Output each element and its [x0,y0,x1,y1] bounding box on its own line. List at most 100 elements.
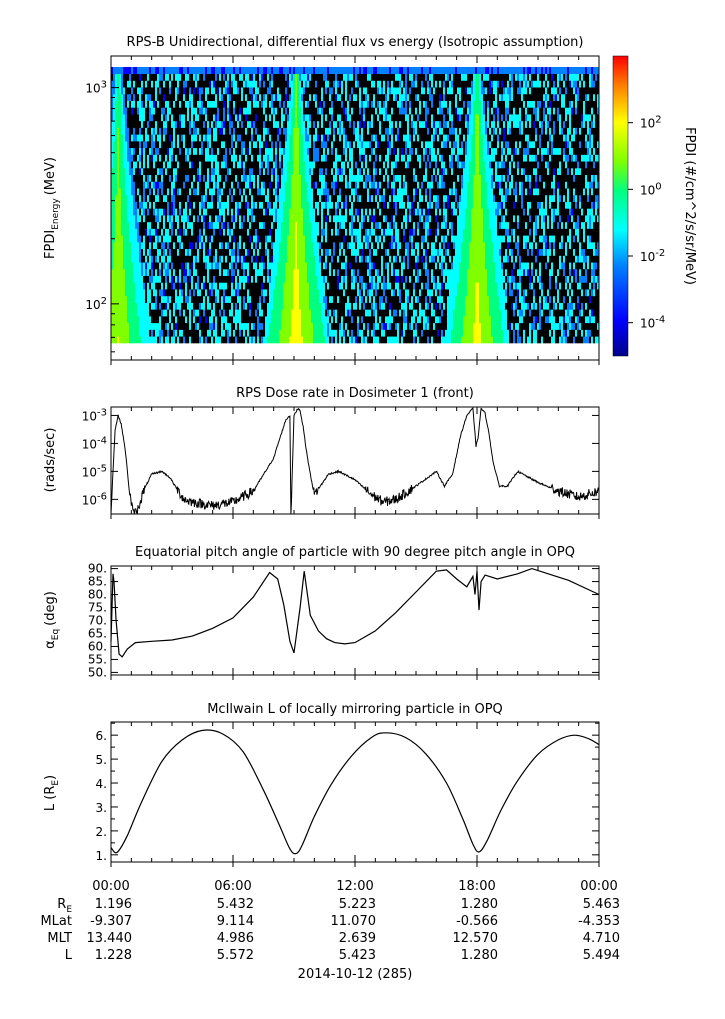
spectrogram-cell [433,221,436,229]
spectrogram-cell [219,309,222,317]
spectrogram-cell [375,295,378,303]
spectrogram-cell [203,322,206,330]
spectrogram-cell [281,201,284,209]
spectrogram-cell [151,316,154,324]
spectrogram-cell [427,275,430,283]
spectrogram-cell [337,262,340,270]
spectrogram-cell [167,329,170,337]
spectrogram-cell [233,302,236,310]
spectrogram-cell [187,275,190,283]
spectrogram-cell [319,262,322,270]
spectrogram-cell [169,268,172,276]
spectrogram-cell [431,316,434,324]
spectrogram-cell [215,248,218,256]
spectrogram-cell [183,242,186,250]
spectrogram-cell [307,248,310,256]
spectrogram-cell [269,221,272,229]
spectrogram-cell [475,228,478,236]
spectrogram-cell [273,248,276,256]
spectrogram-cell [315,322,318,330]
spectrogram-cell [445,316,448,324]
spectrogram-cell [397,289,400,297]
spectrogram-cell [571,289,574,297]
spectrogram-cell [505,295,508,303]
spectrogram-cell [485,268,488,276]
spectrogram-cell [207,268,210,276]
spectrogram-cell [387,242,390,250]
spectrogram-cell [423,242,426,250]
spectrogram-cell [287,255,290,263]
spectrogram-cell [315,289,318,297]
spectrogram-cell [197,215,200,223]
spectrogram-cell [561,282,564,290]
spectrogram-cell [285,228,288,236]
spectrogram-cell [211,208,214,216]
spectrogram-cell [349,208,352,216]
spectrogram-cell [285,235,288,243]
spectrogram-cell [541,282,544,290]
spectrogram-cell [455,275,458,283]
spectrogram-cell [273,228,276,236]
spectrogram-cell [227,322,230,330]
spectrogram-cell [521,268,524,276]
spectrogram-cell [551,248,554,256]
spectrogram-cell [591,228,594,236]
spectrogram-cell [277,289,280,297]
spectrogram-cell [373,242,376,250]
spectrogram-cell [267,329,270,337]
spectrogram-cell [115,235,118,243]
spectrogram-cell [307,228,310,236]
spectrogram-cell [153,275,156,283]
spectrogram-cell [461,336,464,344]
spectrogram-cell [281,322,284,330]
spectrogram-cell [199,255,202,263]
spectrogram-cell [273,275,276,283]
spectrogram-cell [143,316,146,324]
spectrogram-cell [413,302,416,310]
spectrogram-cell [471,309,474,317]
spectrogram-cell [481,228,484,236]
spectrogram-cell [243,268,246,276]
spectrogram-cell [129,268,132,276]
spectrogram-cell [397,215,400,223]
spectrogram-cell [271,329,274,337]
spectrogram-cell [373,322,376,330]
spectrogram-cell [281,248,284,256]
spectrogram-cell [343,295,346,303]
spectrogram-cell [139,201,142,209]
spectrogram-cell [525,268,528,276]
spectrogram-cell [597,235,600,243]
spectrogram-cell [225,275,228,283]
spectrogram-cell [467,302,470,310]
spectrogram-cell [427,215,430,223]
spectrogram-cell [471,255,474,263]
spectrogram-cell [437,275,440,283]
spectrogram-cell [511,235,514,243]
spectrogram-cell [415,336,418,344]
spectrogram-cell [399,248,402,256]
spectrogram-cell [149,275,152,283]
spectrogram-cell [165,221,168,229]
spectrogram-cell [385,336,388,344]
spectrogram-cell [473,262,476,270]
spectrogram-cell [159,295,162,303]
spectrogram-cell [219,262,222,270]
spectrogram-cell [219,295,222,303]
spectrogram-cell [315,336,318,344]
spectrogram-cell [209,248,212,256]
spectrogram-cell [397,208,400,216]
spectrogram-cell [455,215,458,223]
spectrogram-cell [459,221,462,229]
spectrogram-cell [573,262,576,270]
spectrogram-cell [463,235,466,243]
spectrogram-cell [439,289,442,297]
spectrogram-cell [219,268,222,276]
spectrogram-cell [235,289,238,297]
spectrogram-cell [481,302,484,310]
spectrogram-cell [275,322,278,330]
spectrogram-cell [113,215,116,223]
spectrogram-cell [539,302,542,310]
spectrogram-cell [127,255,130,263]
spectrogram-cell [461,268,464,276]
spectrogram-cell [265,302,268,310]
